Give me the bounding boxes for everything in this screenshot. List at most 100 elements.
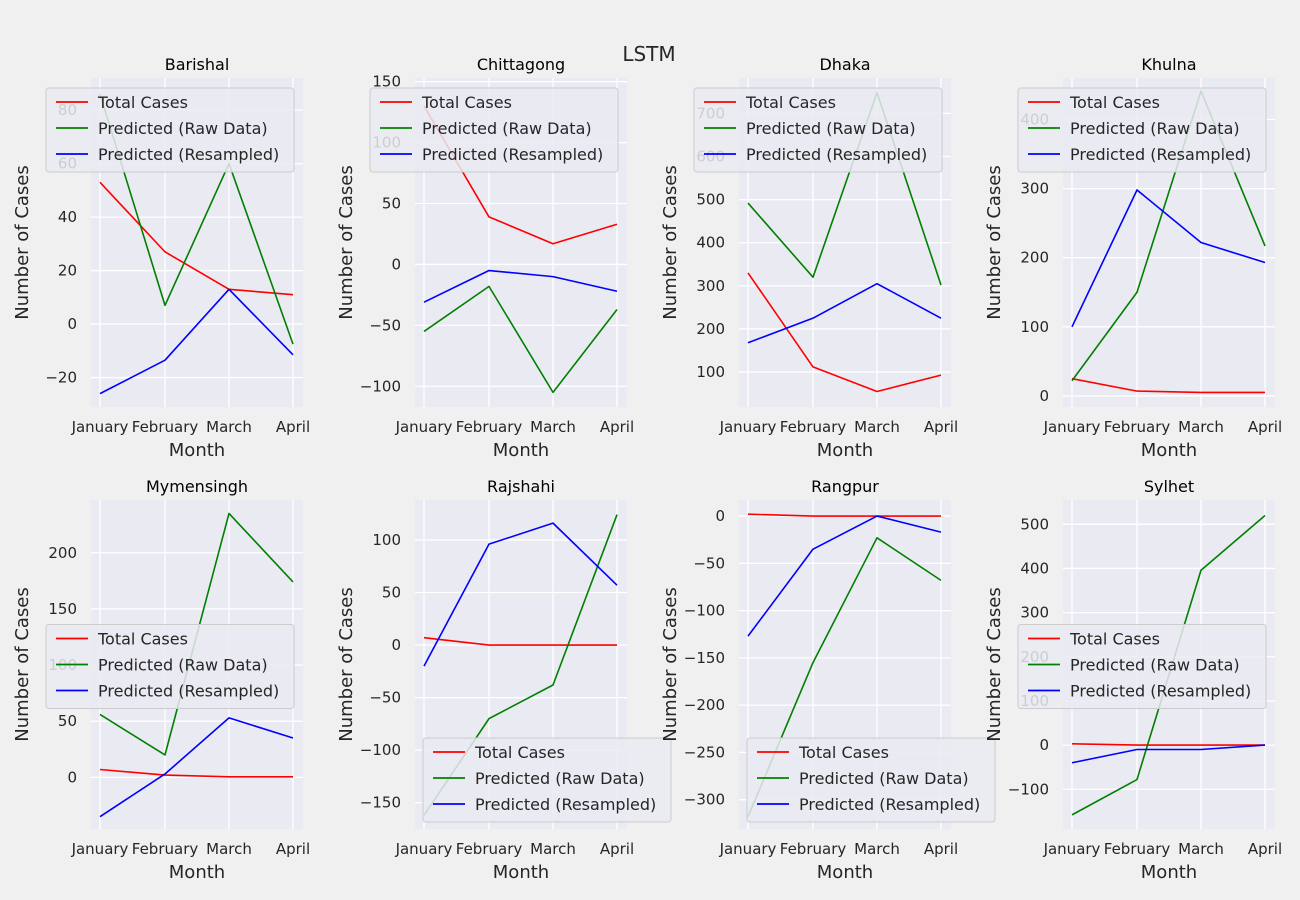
legend-entry-predicted-raw-data: Predicted (Raw Data) bbox=[475, 769, 645, 788]
y-axis-label: Number of Cases bbox=[12, 587, 33, 742]
panel-rajshahi: Rajshahi −150 −100 −50 0 50 100 January February… bbox=[336, 477, 672, 883]
legend-entry-predicted-resampled: Predicted (Resampled) bbox=[1070, 145, 1251, 164]
y-tick-label: −200 bbox=[684, 696, 725, 714]
legend: Total Cases Predicted (Raw Data) Predicted… bbox=[45, 87, 295, 173]
y-tick-label: 500 bbox=[1020, 515, 1049, 533]
y-tick-label: 300 bbox=[696, 277, 725, 295]
y-tick-label: 500 bbox=[696, 191, 725, 209]
y-tick-label: 50 bbox=[382, 195, 401, 213]
x-tick-label: January bbox=[395, 840, 453, 858]
legend-entry-total-cases: Total Cases bbox=[421, 93, 512, 112]
y-tick-label: 20 bbox=[58, 262, 77, 280]
y-tick-label: −20 bbox=[45, 369, 77, 387]
y-tick-label: 150 bbox=[372, 73, 401, 91]
x-tick-label: April bbox=[600, 418, 634, 436]
legend-entry-total-cases: Total Cases bbox=[1069, 630, 1160, 649]
x-axis-label: Month bbox=[169, 440, 225, 461]
legend-entry-predicted-raw-data: Predicted (Raw Data) bbox=[98, 119, 268, 138]
y-tick-label: 400 bbox=[1020, 559, 1049, 577]
y-tick-label: 100 bbox=[372, 531, 401, 549]
y-tick-label: −100 bbox=[360, 377, 401, 395]
y-tick-label: 0 bbox=[715, 507, 725, 525]
series-line-predicted-resampled bbox=[423, 269, 618, 303]
legend-entry-predicted-resampled: Predicted (Resampled) bbox=[98, 682, 279, 701]
x-axis-label: Month bbox=[493, 440, 549, 461]
y-tick-label: −50 bbox=[693, 554, 725, 572]
y-tick-label: 0 bbox=[1039, 736, 1049, 754]
x-tick-label: March bbox=[854, 840, 900, 858]
y-axis-label: Number of Cases bbox=[660, 587, 681, 742]
series-line-total-cases bbox=[1071, 742, 1265, 746]
panel-title: Sylhet bbox=[1144, 477, 1194, 496]
legend-box bbox=[746, 737, 996, 823]
series-line-predicted-raw-data bbox=[423, 285, 618, 394]
x-tick-label: March bbox=[530, 840, 576, 858]
y-tick-label: −100 bbox=[1008, 780, 1049, 798]
x-tick-label: February bbox=[132, 840, 199, 858]
legend-entry-total-cases: Total Cases bbox=[97, 93, 188, 112]
legend-box bbox=[693, 87, 943, 173]
legend-entry-predicted-raw-data: Predicted (Raw Data) bbox=[1070, 119, 1240, 138]
panel-title: Barishal bbox=[165, 55, 230, 74]
y-tick-label: −50 bbox=[369, 316, 401, 334]
legend-entry-predicted-resampled: Predicted (Resampled) bbox=[746, 145, 927, 164]
x-axis-label: Month bbox=[1141, 440, 1197, 461]
x-tick-label: February bbox=[780, 840, 847, 858]
panel-title: Chittagong bbox=[477, 55, 565, 74]
y-tick-label: 400 bbox=[696, 234, 725, 252]
legend-box bbox=[45, 624, 295, 709]
y-tick-label: −50 bbox=[369, 689, 401, 707]
legend-entry-predicted-resampled: Predicted (Resampled) bbox=[1070, 682, 1251, 701]
y-axis-label: Number of Cases bbox=[336, 587, 357, 742]
x-axis-label: Month bbox=[169, 862, 225, 883]
x-tick-label: January bbox=[71, 418, 129, 436]
y-axis-label: Number of Cases bbox=[12, 165, 33, 320]
x-axis-label: Month bbox=[817, 862, 873, 883]
panel-title: Rangpur bbox=[811, 477, 879, 496]
x-tick-label: February bbox=[1104, 418, 1171, 436]
panel-barishal: Barishal−20020406080JanuaryFebruaryMarch… bbox=[12, 55, 310, 461]
x-tick-label: February bbox=[1104, 840, 1171, 858]
series-line-predicted-resampled bbox=[1071, 744, 1266, 764]
y-tick-label: 0 bbox=[1039, 387, 1049, 405]
panel-khulna: Khulna0100200300400JanuaryFebruaryMarchA… bbox=[984, 55, 1282, 461]
x-tick-label: March bbox=[530, 418, 576, 436]
y-tick-label: −150 bbox=[684, 649, 725, 667]
legend-entry-total-cases: Total Cases bbox=[97, 630, 188, 649]
legend: Total Cases Predicted (Raw Data) Predicted… bbox=[1017, 624, 1267, 709]
x-axis-label: Month bbox=[817, 440, 873, 461]
series-line-total-cases bbox=[99, 181, 294, 296]
legend: Total Cases Predicted (Raw Data) Predicted… bbox=[746, 737, 996, 823]
y-axis-label: Number of Cases bbox=[984, 587, 1005, 742]
x-tick-label: February bbox=[132, 418, 199, 436]
legend-entry-predicted-raw-data: Predicted (Raw Data) bbox=[1070, 656, 1240, 675]
y-tick-label: 40 bbox=[58, 208, 77, 226]
series-line-predicted-resampled bbox=[99, 717, 294, 818]
x-tick-label: April bbox=[276, 418, 310, 436]
series-line-predicted-resampled bbox=[747, 282, 942, 344]
x-tick-label: January bbox=[719, 840, 777, 858]
series-line-predicted-raw-data bbox=[747, 91, 942, 286]
legend-entry-predicted-resampled: Predicted (Resampled) bbox=[98, 145, 279, 164]
x-tick-label: February bbox=[456, 418, 523, 436]
x-axis-label: Month bbox=[493, 862, 549, 883]
y-tick-label: 0 bbox=[391, 255, 401, 273]
panel-title: Dhaka bbox=[819, 55, 870, 74]
y-tick-label: 150 bbox=[48, 600, 77, 618]
y-tick-label: 300 bbox=[1020, 180, 1049, 198]
legend-entry-predicted-resampled: Predicted (Resampled) bbox=[475, 795, 656, 814]
x-tick-label: March bbox=[1178, 840, 1224, 858]
legend-entry-predicted-resampled: Predicted (Resampled) bbox=[799, 795, 980, 814]
legend-box bbox=[1017, 87, 1267, 173]
legend-entry-predicted-raw-data: Predicted (Raw Data) bbox=[799, 769, 969, 788]
x-tick-label: April bbox=[924, 418, 958, 436]
panel-sylhet: Sylhet−1000100200300400500JanuaryFebruar… bbox=[984, 477, 1282, 883]
legend-box bbox=[422, 737, 672, 823]
legend-box bbox=[1017, 624, 1267, 709]
y-tick-label: 200 bbox=[48, 544, 77, 562]
y-tick-label: −300 bbox=[684, 791, 725, 809]
x-tick-label: January bbox=[71, 840, 129, 858]
legend: Total Cases Predicted (Raw Data) Predicted… bbox=[369, 87, 619, 173]
y-axis-label: Number of Cases bbox=[336, 165, 357, 320]
x-tick-label: February bbox=[780, 418, 847, 436]
